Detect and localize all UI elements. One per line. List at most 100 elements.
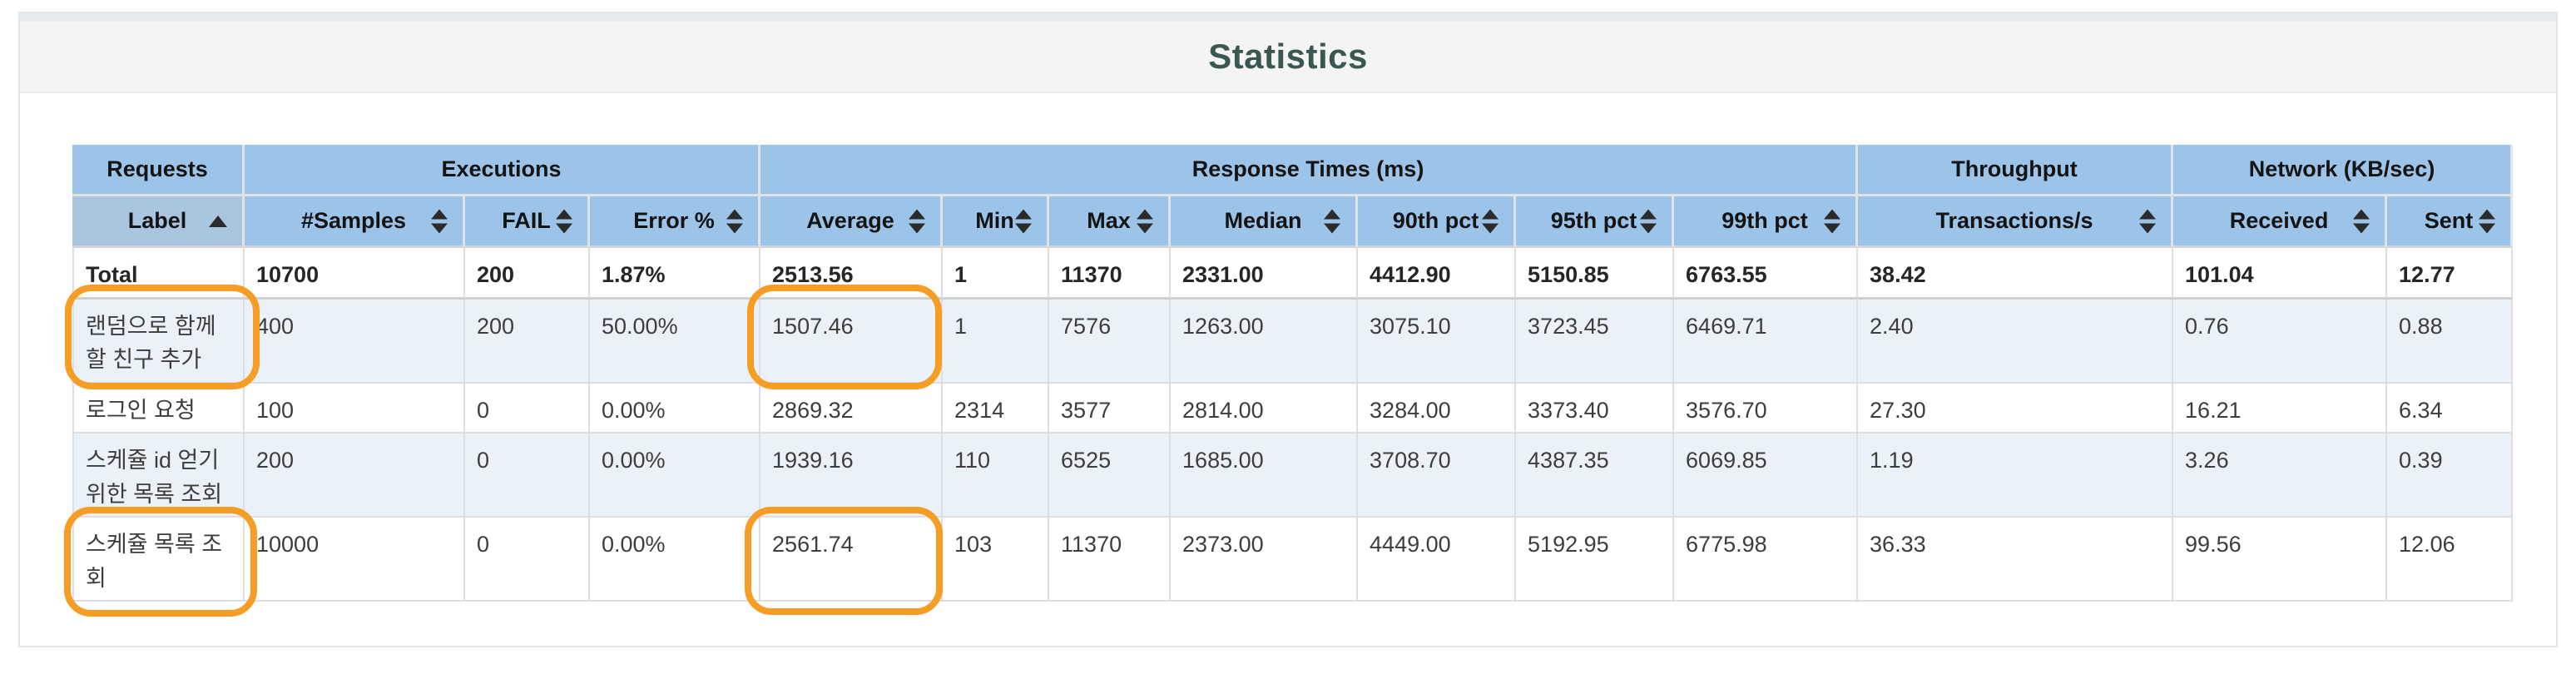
table-cell: 3284.00	[1358, 383, 1517, 434]
column-header-label: Median	[1224, 208, 1302, 233]
column-header[interactable]: Received	[2173, 196, 2388, 248]
table-cell: 11370	[1049, 518, 1172, 602]
table-cell: 2.40	[1858, 299, 2174, 384]
table-cell: 3723.45	[1516, 299, 1675, 384]
column-header[interactable]: Sent	[2387, 196, 2514, 248]
table-row: 랜덤으로 함께할 친구 추가 400 200 50.00% 1507.46 1 7576 12…	[72, 299, 2514, 384]
table-cell: 200	[465, 299, 590, 384]
column-header-label: Min	[975, 208, 1014, 233]
table-cell: 1.19	[1858, 434, 2174, 518]
table-cell: 0	[465, 518, 590, 602]
table-cell: 400	[245, 299, 465, 384]
table-cell: 103	[943, 518, 1050, 602]
statistics-panel: Statistics Requests Executions Response Ti…	[18, 12, 2558, 647]
sort-both-icon	[1137, 209, 1154, 233]
row-label-cell: 스케쥴 목록 조회	[72, 518, 245, 602]
table-cell: 6775.98	[1674, 518, 1859, 602]
table-cell: 3708.70	[1358, 434, 1517, 518]
column-header-label: 90th pct	[1392, 208, 1479, 233]
table-cell: 11370	[1049, 248, 1172, 300]
table-cell: 10700	[245, 248, 465, 300]
column-group-header: Network (KB/sec)	[2173, 145, 2514, 196]
sort-both-icon	[2353, 209, 2370, 233]
sort-both-icon	[1824, 209, 1841, 233]
table-cell: 0	[465, 383, 590, 434]
table-cell: 1.87%	[590, 248, 761, 300]
table-cell: 7576	[1049, 299, 1172, 384]
column-header[interactable]: Transactions/s	[1858, 196, 2174, 248]
sort-both-icon	[909, 209, 926, 233]
table-cell: 27.30	[1858, 383, 2174, 434]
table-cell: 1939.16	[760, 434, 944, 518]
panel-heading: Statistics	[20, 22, 2556, 93]
column-header[interactable]: Median	[1171, 196, 1359, 248]
column-header[interactable]: FAIL	[465, 196, 590, 248]
column-header[interactable]: 99th pct	[1674, 196, 1859, 248]
table-cell: 2331.00	[1171, 248, 1359, 300]
sort-both-icon	[431, 209, 448, 233]
table-cell: 2869.32	[760, 383, 944, 434]
column-group-header: Throughput	[1858, 145, 2174, 196]
sort-both-icon	[1015, 209, 1033, 233]
table-cell: 99.56	[2173, 518, 2388, 602]
column-header[interactable]: Label	[72, 196, 245, 248]
table-cell: 3576.70	[1674, 383, 1859, 434]
column-header-label: FAIL	[502, 208, 551, 233]
column-header[interactable]: Max	[1049, 196, 1172, 248]
table-cell: 4387.35	[1516, 434, 1675, 518]
table-cell: 0.00%	[590, 518, 761, 602]
table-cell: 1685.00	[1171, 434, 1359, 518]
column-header-label: Label	[127, 208, 187, 233]
sort-both-icon	[1324, 209, 1341, 233]
column-group-header: Requests	[72, 145, 245, 196]
table-cell: 2373.00	[1171, 518, 1359, 602]
table-cell: 0.76	[2173, 299, 2388, 384]
sort-both-icon	[1482, 209, 1499, 233]
table-row: 스케쥴 목록 조회 10000 0 0.00% 2561.74 103 11370 2373.…	[72, 518, 2514, 602]
column-header-label: Transactions/s	[1935, 208, 2093, 233]
table-cell: 2814.00	[1171, 383, 1359, 434]
table-cell: 0.00%	[590, 383, 761, 434]
column-header-label: 95th pct	[1550, 208, 1637, 233]
column-header-label: 99th pct	[1721, 208, 1808, 233]
column-header[interactable]: #Samples	[245, 196, 465, 248]
column-group-header: Response Times (ms)	[760, 145, 1859, 196]
table-cell: 6763.55	[1674, 248, 1859, 300]
column-header[interactable]: Average	[760, 196, 944, 248]
column-header[interactable]: 90th pct	[1358, 196, 1517, 248]
table-cell: 50.00%	[590, 299, 761, 384]
column-header[interactable]: Error %	[590, 196, 761, 248]
column-header[interactable]: 95th pct	[1516, 196, 1675, 248]
sort-both-icon	[2139, 209, 2157, 233]
table-cell: 3.26	[2173, 434, 2388, 518]
table-cell: 5150.85	[1516, 248, 1675, 300]
table-cell: 38.42	[1858, 248, 2174, 300]
sort-asc-icon	[209, 215, 227, 227]
table-cell: 6.34	[2387, 383, 2514, 434]
table-cell: 101.04	[2173, 248, 2388, 300]
table-cell: 36.33	[1858, 518, 2174, 602]
table-cell: 1507.46	[760, 299, 944, 384]
column-header-label: Error %	[633, 208, 715, 233]
table-cell: 100	[245, 383, 465, 434]
table-cell: 2561.74	[760, 518, 944, 602]
table-cell: 4412.90	[1358, 248, 1517, 300]
page-title: Statistics	[1208, 37, 1368, 76]
panel-top-strip	[20, 13, 2556, 22]
table-cell: 3373.40	[1516, 383, 1675, 434]
table-cell: 6069.85	[1674, 434, 1859, 518]
row-label-cell: 로그인 요청	[72, 383, 245, 434]
statistics-table: Requests Executions Response Times (ms) Thr…	[72, 145, 2514, 602]
table-cell: 200	[245, 434, 465, 518]
table-cell: 0.39	[2387, 434, 2514, 518]
table-row: 스케쥴 id 얻기위한 목록 조회 200 0 0.00% 1939.16 110 6525…	[72, 434, 2514, 518]
sort-both-icon	[1640, 209, 1657, 233]
table-cell: 2314	[943, 383, 1050, 434]
table-cell: 0.00%	[590, 434, 761, 518]
table-cell: 5192.95	[1516, 518, 1675, 602]
table-cell: 1263.00	[1171, 299, 1359, 384]
table-cell: 110	[943, 434, 1050, 518]
sort-both-icon	[726, 209, 744, 233]
table-cell: 6469.71	[1674, 299, 1859, 384]
column-header[interactable]: Min	[943, 196, 1050, 248]
